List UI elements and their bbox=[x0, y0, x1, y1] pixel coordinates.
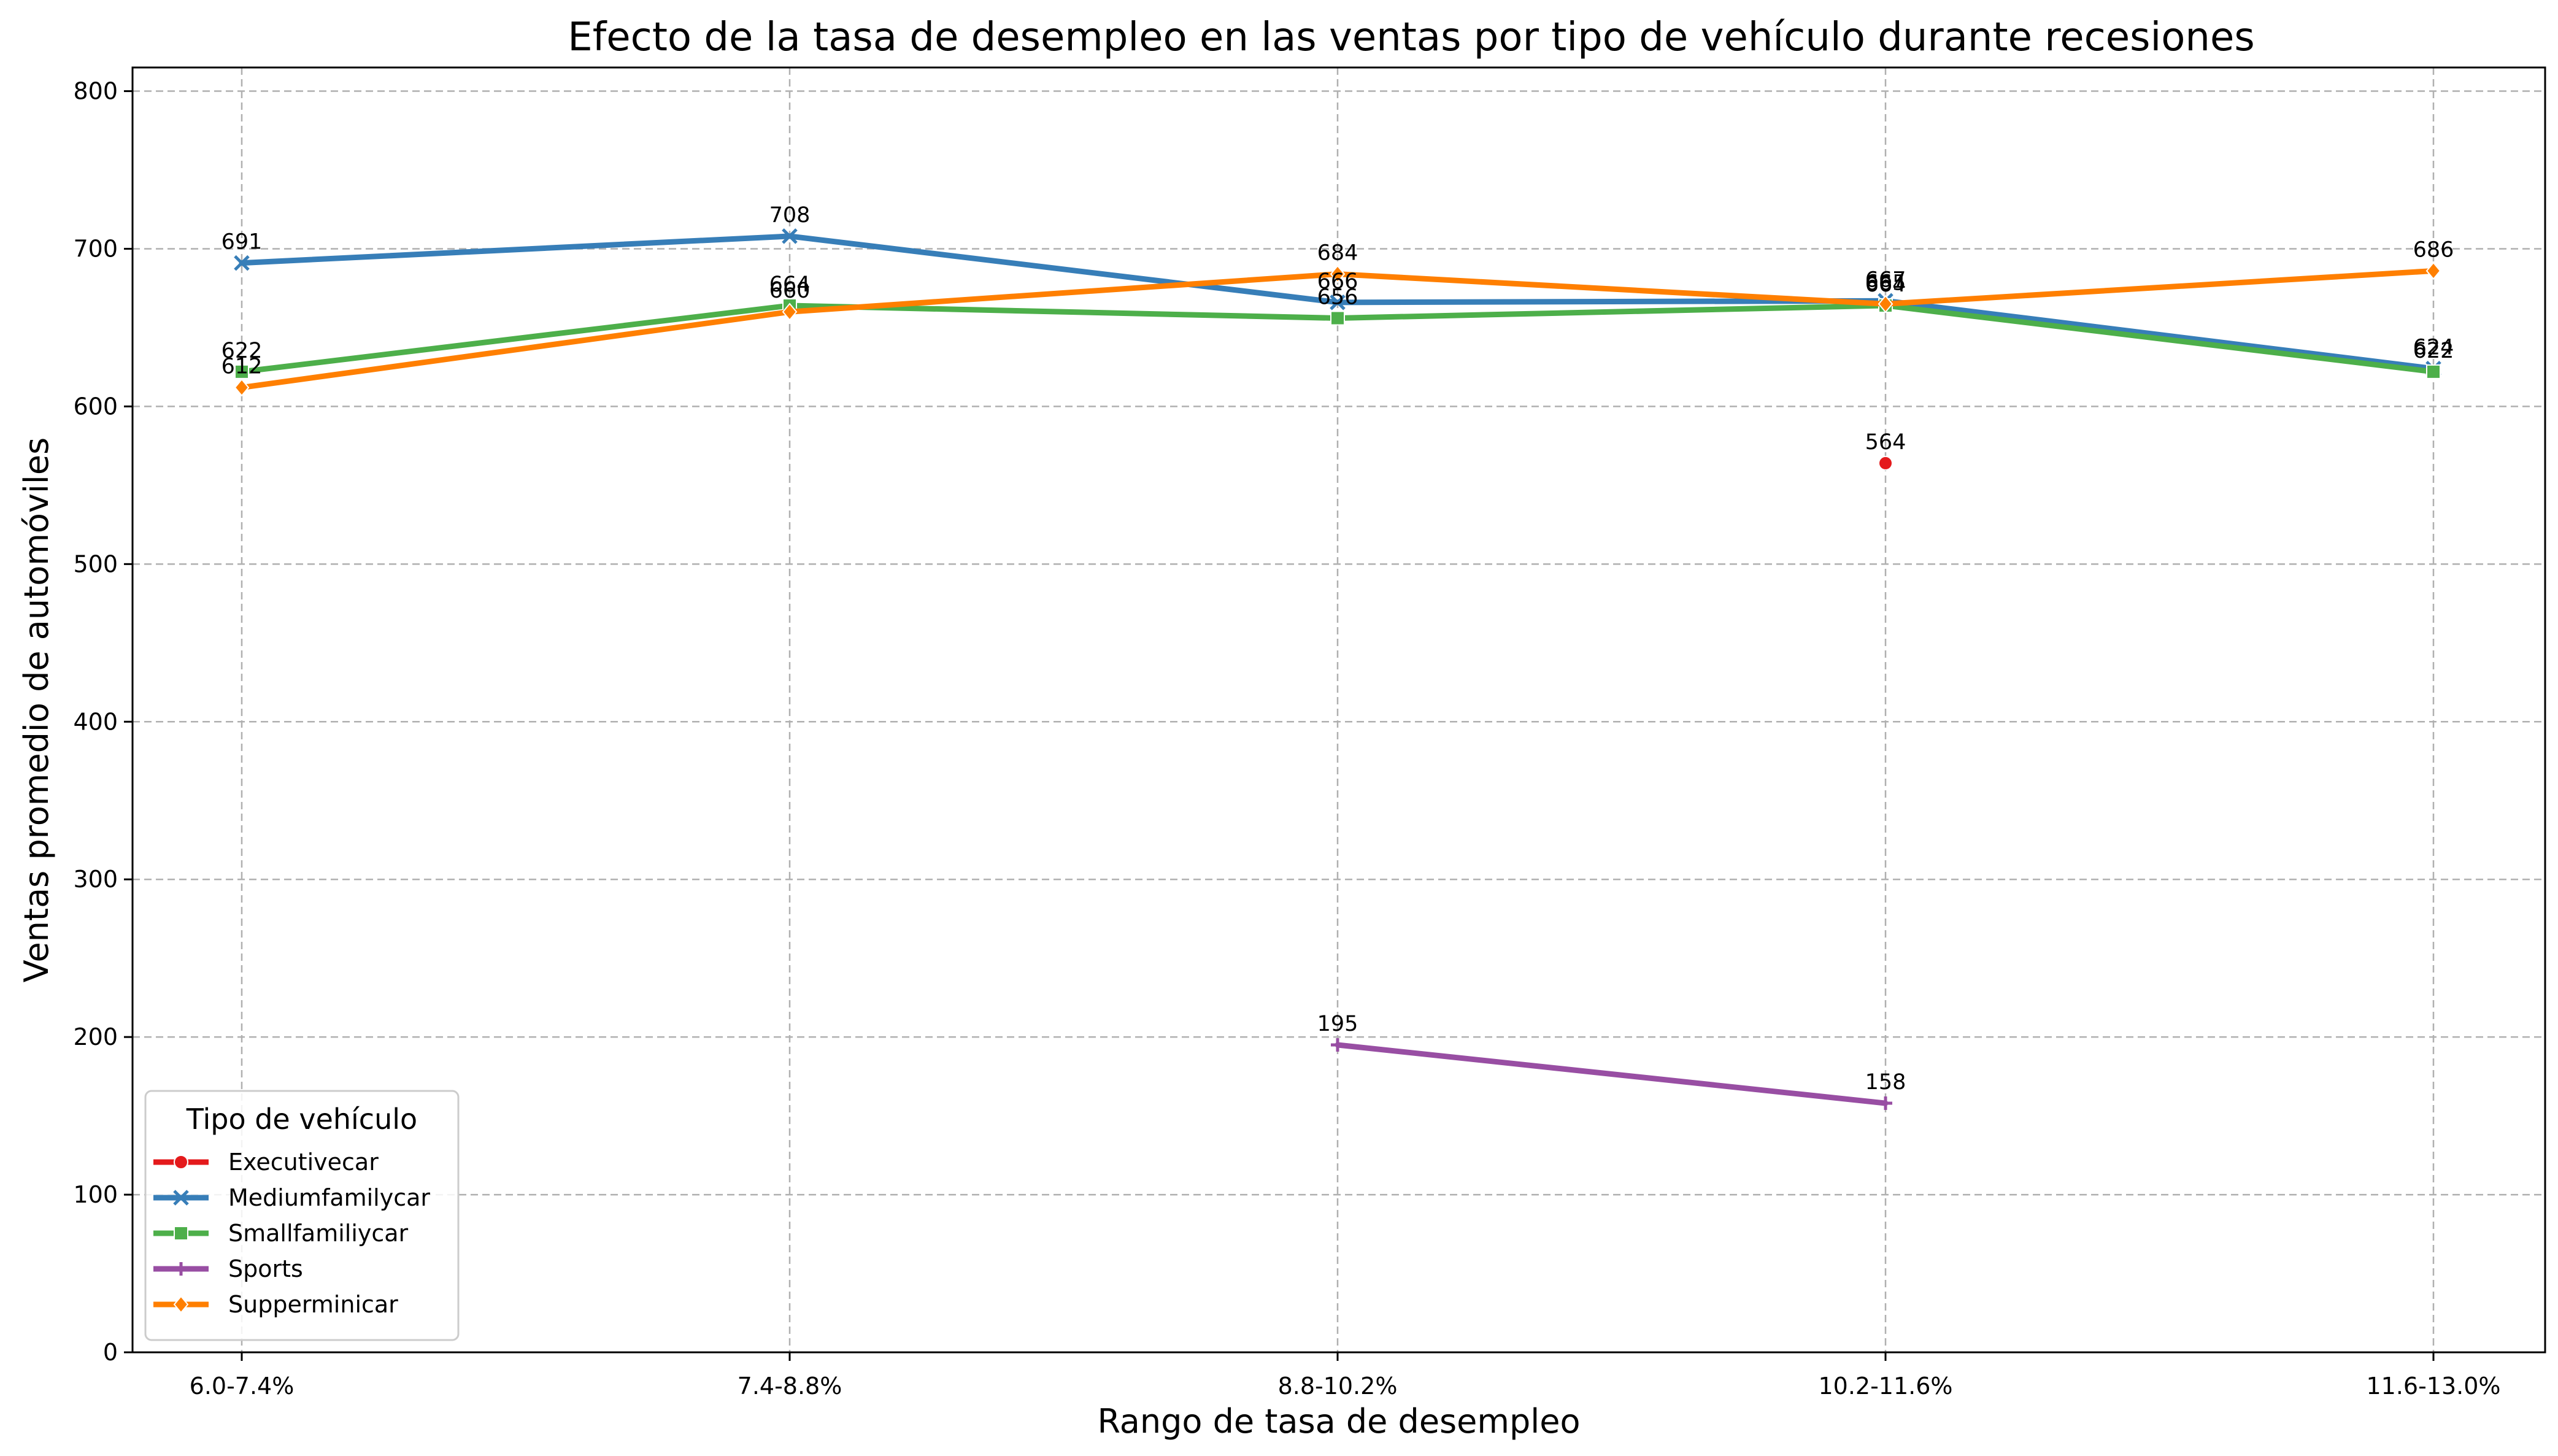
data-point-supperminicar bbox=[782, 302, 798, 322]
data-point-mediumfamilycar bbox=[234, 255, 250, 271]
series-supperminicar bbox=[234, 261, 2441, 397]
legend-item-sports: Sports bbox=[153, 1255, 303, 1282]
legend-item-executivecar: Executivecar bbox=[153, 1149, 379, 1176]
y-tick-label: 800 bbox=[73, 78, 118, 105]
x-axis-ticks: 6.0-7.4% 7.4-8.8% 8.8-10.2% 10.2-11.6% 11.6-… bbox=[190, 1352, 2501, 1400]
legend-label-supperminicar: Supperminicar bbox=[228, 1291, 398, 1318]
legend-label-sports: Sports bbox=[228, 1255, 303, 1282]
data-label-mediumfamilycar: 624 bbox=[2413, 336, 2454, 360]
x-tick-label: 11.6-13.0% bbox=[2366, 1373, 2500, 1400]
data-point-smallfamiliycar bbox=[1330, 310, 1345, 326]
data-point-supperminicar bbox=[1878, 295, 1893, 314]
x-tick-label: 8.8-10.2% bbox=[1278, 1373, 1398, 1400]
y-axis-ticks: 0 100 200 300 400 500 600 700 800 bbox=[73, 78, 133, 1366]
x-tick-label: 10.2-11.6% bbox=[1818, 1373, 1952, 1400]
legend-label-mediumfamilycar: Mediumfamilycar bbox=[228, 1184, 430, 1211]
data-label-sports: 158 bbox=[1865, 1070, 1906, 1095]
series-layer bbox=[234, 228, 2441, 1111]
data-label-mediumfamilycar: 691 bbox=[222, 230, 263, 255]
x-tick-label: 6.0-7.4% bbox=[190, 1373, 295, 1400]
legend-label-smallfamiliycar: Smallfamiliycar bbox=[228, 1220, 409, 1247]
legend-label-executivecar: Executivecar bbox=[228, 1149, 379, 1176]
y-tick-label: 600 bbox=[73, 393, 118, 420]
x-tick-label: 7.4-8.8% bbox=[738, 1373, 842, 1400]
data-point-sports bbox=[1331, 1038, 1344, 1052]
legend-marker-sports bbox=[174, 1262, 188, 1276]
series-executivecar bbox=[1878, 455, 1893, 471]
y-tick-label: 400 bbox=[73, 708, 118, 735]
data-label-supperminicar: 684 bbox=[1317, 241, 1358, 266]
legend-items: Executivecar Mediumfamilycar Smallfamiliyc… bbox=[153, 1149, 430, 1318]
y-tick-label: 0 bbox=[103, 1339, 118, 1366]
legend-title: Tipo de vehículo bbox=[186, 1103, 417, 1136]
legend-item-smallfamiliycar: Smallfamiliycar bbox=[153, 1220, 409, 1247]
legend-marker-executivecar bbox=[174, 1155, 188, 1169]
y-tick-label: 500 bbox=[73, 550, 118, 577]
y-tick-label: 700 bbox=[73, 235, 118, 262]
x-axis-label: Rango de tasa de desempleo bbox=[1097, 1402, 1580, 1441]
data-label-smallfamiliycar: 664 bbox=[769, 272, 811, 297]
legend-item-mediumfamilycar: Mediumfamilycar bbox=[153, 1184, 430, 1211]
data-label-mediumfamilycar: 708 bbox=[769, 203, 811, 228]
data-point-mediumfamilycar bbox=[782, 228, 798, 244]
y-tick-label: 100 bbox=[73, 1181, 118, 1208]
data-label-supperminicar: 612 bbox=[222, 355, 263, 379]
data-label-supperminicar: 660 bbox=[769, 279, 811, 303]
data-label-executivecar: 564 bbox=[1865, 430, 1906, 455]
data-point-executivecar bbox=[1878, 455, 1893, 471]
data-label-smallfamiliycar: 622 bbox=[222, 339, 263, 363]
data-point-smallfamiliycar bbox=[2426, 364, 2441, 379]
data-point-sports bbox=[1879, 1096, 1892, 1111]
chart-title: Efecto de la tasa de desempleo en las ve… bbox=[568, 15, 2254, 60]
data-point-mediumfamilycar bbox=[1330, 295, 1346, 310]
legend-marker-supperminicar bbox=[173, 1295, 189, 1314]
legend-box bbox=[144, 1090, 460, 1341]
y-tick-label: 300 bbox=[73, 866, 118, 893]
y-axis-label: Ventas promedio de automóviles bbox=[17, 437, 56, 983]
legend-marker-mediumfamilycar bbox=[173, 1190, 189, 1206]
legend-item-supperminicar: Supperminicar bbox=[153, 1291, 398, 1318]
series-line-sports bbox=[1335, 1042, 1889, 1106]
data-label-smallfamiliycar: 664 bbox=[1865, 272, 1906, 297]
grid-lines bbox=[133, 67, 2545, 1354]
series-sports bbox=[1331, 1038, 1892, 1111]
legend-marker-smallfamiliycar bbox=[174, 1226, 188, 1241]
data-label-supperminicar: 665 bbox=[1865, 271, 1906, 295]
data-label-sports: 195 bbox=[1317, 1012, 1358, 1036]
data-point-supperminicar bbox=[2425, 261, 2441, 280]
data-label-mediumfamilycar: 667 bbox=[1865, 268, 1906, 292]
legend: Tipo de vehículo Executivecar Mediumfamil… bbox=[144, 1090, 460, 1341]
y-tick-label: 200 bbox=[73, 1023, 118, 1050]
data-label-smallfamiliycar: 656 bbox=[1317, 285, 1358, 310]
data-label-mediumfamilycar: 666 bbox=[1317, 269, 1358, 294]
plot-area bbox=[131, 66, 2546, 1354]
data-point-supperminicar bbox=[1330, 264, 1346, 283]
data-point-supperminicar bbox=[234, 378, 250, 397]
data-label-supperminicar: 686 bbox=[2413, 237, 2454, 262]
data-label-smallfamiliycar: 622 bbox=[2413, 339, 2454, 363]
